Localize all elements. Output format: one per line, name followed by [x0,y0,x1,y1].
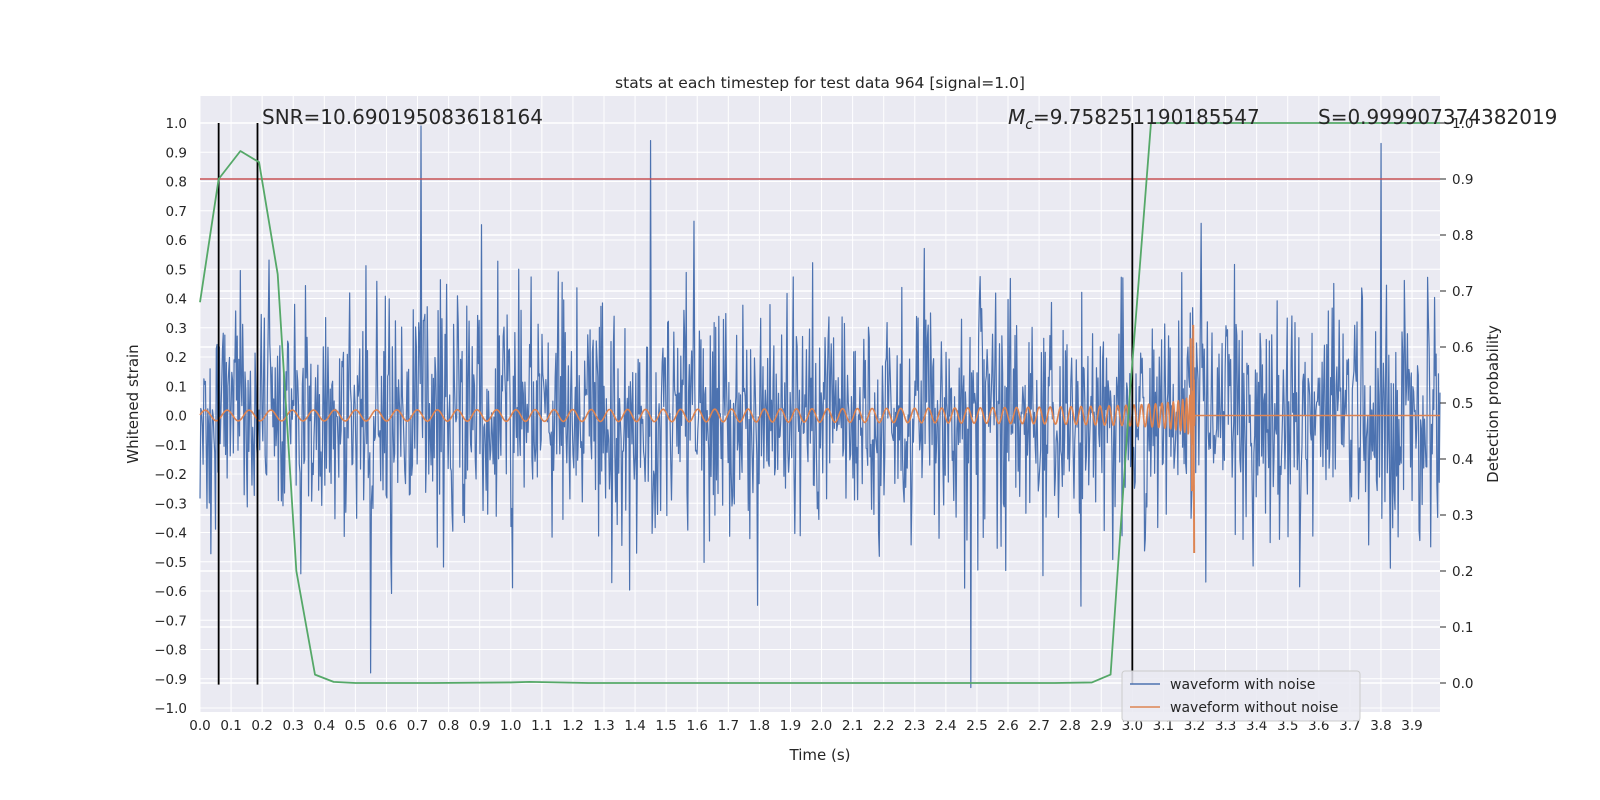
y2-tick-label: 0.2 [1452,564,1473,580]
s-annotation: S=0.999907374382019 [1318,105,1557,129]
y-tick-label: −0.6 [154,584,187,600]
x-tick-label: 2.1 [842,718,863,734]
y-tick-label: −1.0 [154,701,187,717]
x-tick-label: 2.6 [997,718,1018,734]
y-tick-label: 0.9 [166,145,187,161]
y-tick-label: 0.5 [166,262,187,278]
x-tick-label: 1.7 [718,718,739,734]
x-tick-label: 0.0 [189,718,210,734]
x-tick-label: 3.9 [1401,718,1422,734]
x-tick-label: 0.1 [220,718,241,734]
y-tick-label: 0.6 [166,233,187,249]
y-gridlines [200,122,1440,709]
x-axis-ticks: 0.0 0.1 0.2 0.3 0.4 0.5 0.6 0.7 0.8 0.9 1.0 1.1 1.2 1… [189,718,1423,734]
x-tick-label: 3.3 [1215,718,1236,734]
x-tick-label: 0.3 [282,718,303,734]
x-tick-label: 2.2 [873,718,894,734]
snr-annotation: SNR=10.690195083618164 [262,105,543,129]
y2-axis-ticks: 1.0 0.9 0.8 0.7 0.6 0.5 0.4 0.3 0.2 0.1 0.0 [1440,116,1473,692]
merger-peak-line [1192,324,1196,553]
y2-tick-label: 0.1 [1452,620,1473,636]
y-tick-label: 0.8 [166,175,187,191]
mc-annotation: Mc=9.758251190185547 [1008,105,1260,133]
y-axis-label: Whitened strain [124,344,142,463]
detection-probability-line [199,122,1440,684]
clean-waveform-line [199,379,1441,445]
legend-box [1121,670,1361,722]
x-tick-label: 0.5 [345,718,366,734]
x-tick-label: 2.9 [1091,718,1112,734]
x-tick-label: 0.2 [251,718,272,734]
x-tick-label: 2.4 [935,718,956,734]
y-tick-label: −0.4 [154,526,187,542]
y2-tick-label: 0.7 [1452,284,1473,300]
merger-peak-line [1189,338,1193,492]
x-tick-label: 1.3 [593,718,614,734]
y-tick-label: 1.0 [166,116,187,132]
x-tick-label: 1.4 [624,718,645,734]
x-tick-label: 1.8 [749,718,770,734]
y-tick-label: −0.7 [154,613,187,629]
y2-tick-label: 0.6 [1452,340,1473,356]
y-tick-label: −0.9 [154,672,187,688]
y-tick-label: 0.2 [166,350,187,366]
y-tick-label: 0.0 [166,409,187,425]
y-axis-ticks: 1.0 0.9 0.8 0.7 0.6 0.5 0.4 0.3 0.2 0.1 0.0 −0.1 −0.… [154,116,187,717]
x-tick-label: 0.6 [376,718,397,734]
y2-tick-label: 0.5 [1452,396,1473,412]
x-tick-label: 2.3 [904,718,925,734]
x-tick-label: 0.7 [407,718,428,734]
chart-title: stats at each timestep for test data 964… [615,74,1025,92]
x-tick-label: 1.9 [780,718,801,734]
y-tick-label: 0.1 [166,379,187,395]
legend-label-clean: waveform without noise [1170,700,1338,716]
x-axis-label: Time (s) [789,746,851,764]
y-tick-label: −0.8 [154,643,187,659]
y-tick-label: −0.1 [154,438,187,454]
y2-tick-label: 0.4 [1452,452,1473,468]
x-tick-label: 1.5 [655,718,676,734]
mc-subscript: c [1025,117,1033,133]
y2-tick-label: 0.8 [1452,228,1473,244]
y2-tick-label: 0.3 [1452,508,1473,524]
x-tick-label: 3.5 [1277,718,1298,734]
x-tick-label: 3.6 [1308,718,1329,734]
x-tick-label: 2.0 [811,718,832,734]
x-tick-label: 0.8 [438,718,459,734]
legend: waveform with noise waveform without noi… [1121,670,1361,722]
y-tick-label: 0.7 [166,204,187,220]
x-tick-label: 3.7 [1339,718,1360,734]
x-tick-label: 0.4 [314,718,335,734]
y2-tick-label: 1.0 [1452,116,1473,132]
y-tick-label: −0.3 [154,496,187,512]
y2-tick-label: 0.9 [1452,172,1473,188]
mc-symbol: M [1008,105,1025,129]
y2-tick-label: 0.0 [1452,676,1473,692]
y-tick-label: 0.4 [166,292,187,308]
x-tick-label: 1.2 [562,718,583,734]
mc-value: =9.758251190185547 [1033,105,1260,129]
x-tick-label: 3.1 [1153,718,1174,734]
y-tick-label: −0.5 [154,555,187,571]
x-tick-label: 3.0 [1122,718,1143,734]
x-tick-label: 1.0 [500,718,521,734]
x-tick-label: 2.8 [1059,718,1080,734]
x-tick-label: 3.8 [1370,718,1391,734]
x-tick-label: 3.4 [1246,718,1267,734]
noisy-waveform-line [199,125,1441,689]
x-tick-label: 2.5 [966,718,987,734]
plot-area [199,122,1441,689]
x-tick-label: 0.9 [469,718,490,734]
y-tick-label: −0.2 [154,467,187,483]
y-tick-label: 0.3 [166,321,187,337]
x-tick-label: 3.2 [1184,718,1205,734]
legend-label-noise: waveform with noise [1170,677,1315,693]
x-tick-label: 1.6 [687,718,708,734]
x-tick-label: 1.1 [531,718,552,734]
x-tick-label: 2.7 [1028,718,1049,734]
y2-axis-label: Detection probability [1484,325,1502,483]
